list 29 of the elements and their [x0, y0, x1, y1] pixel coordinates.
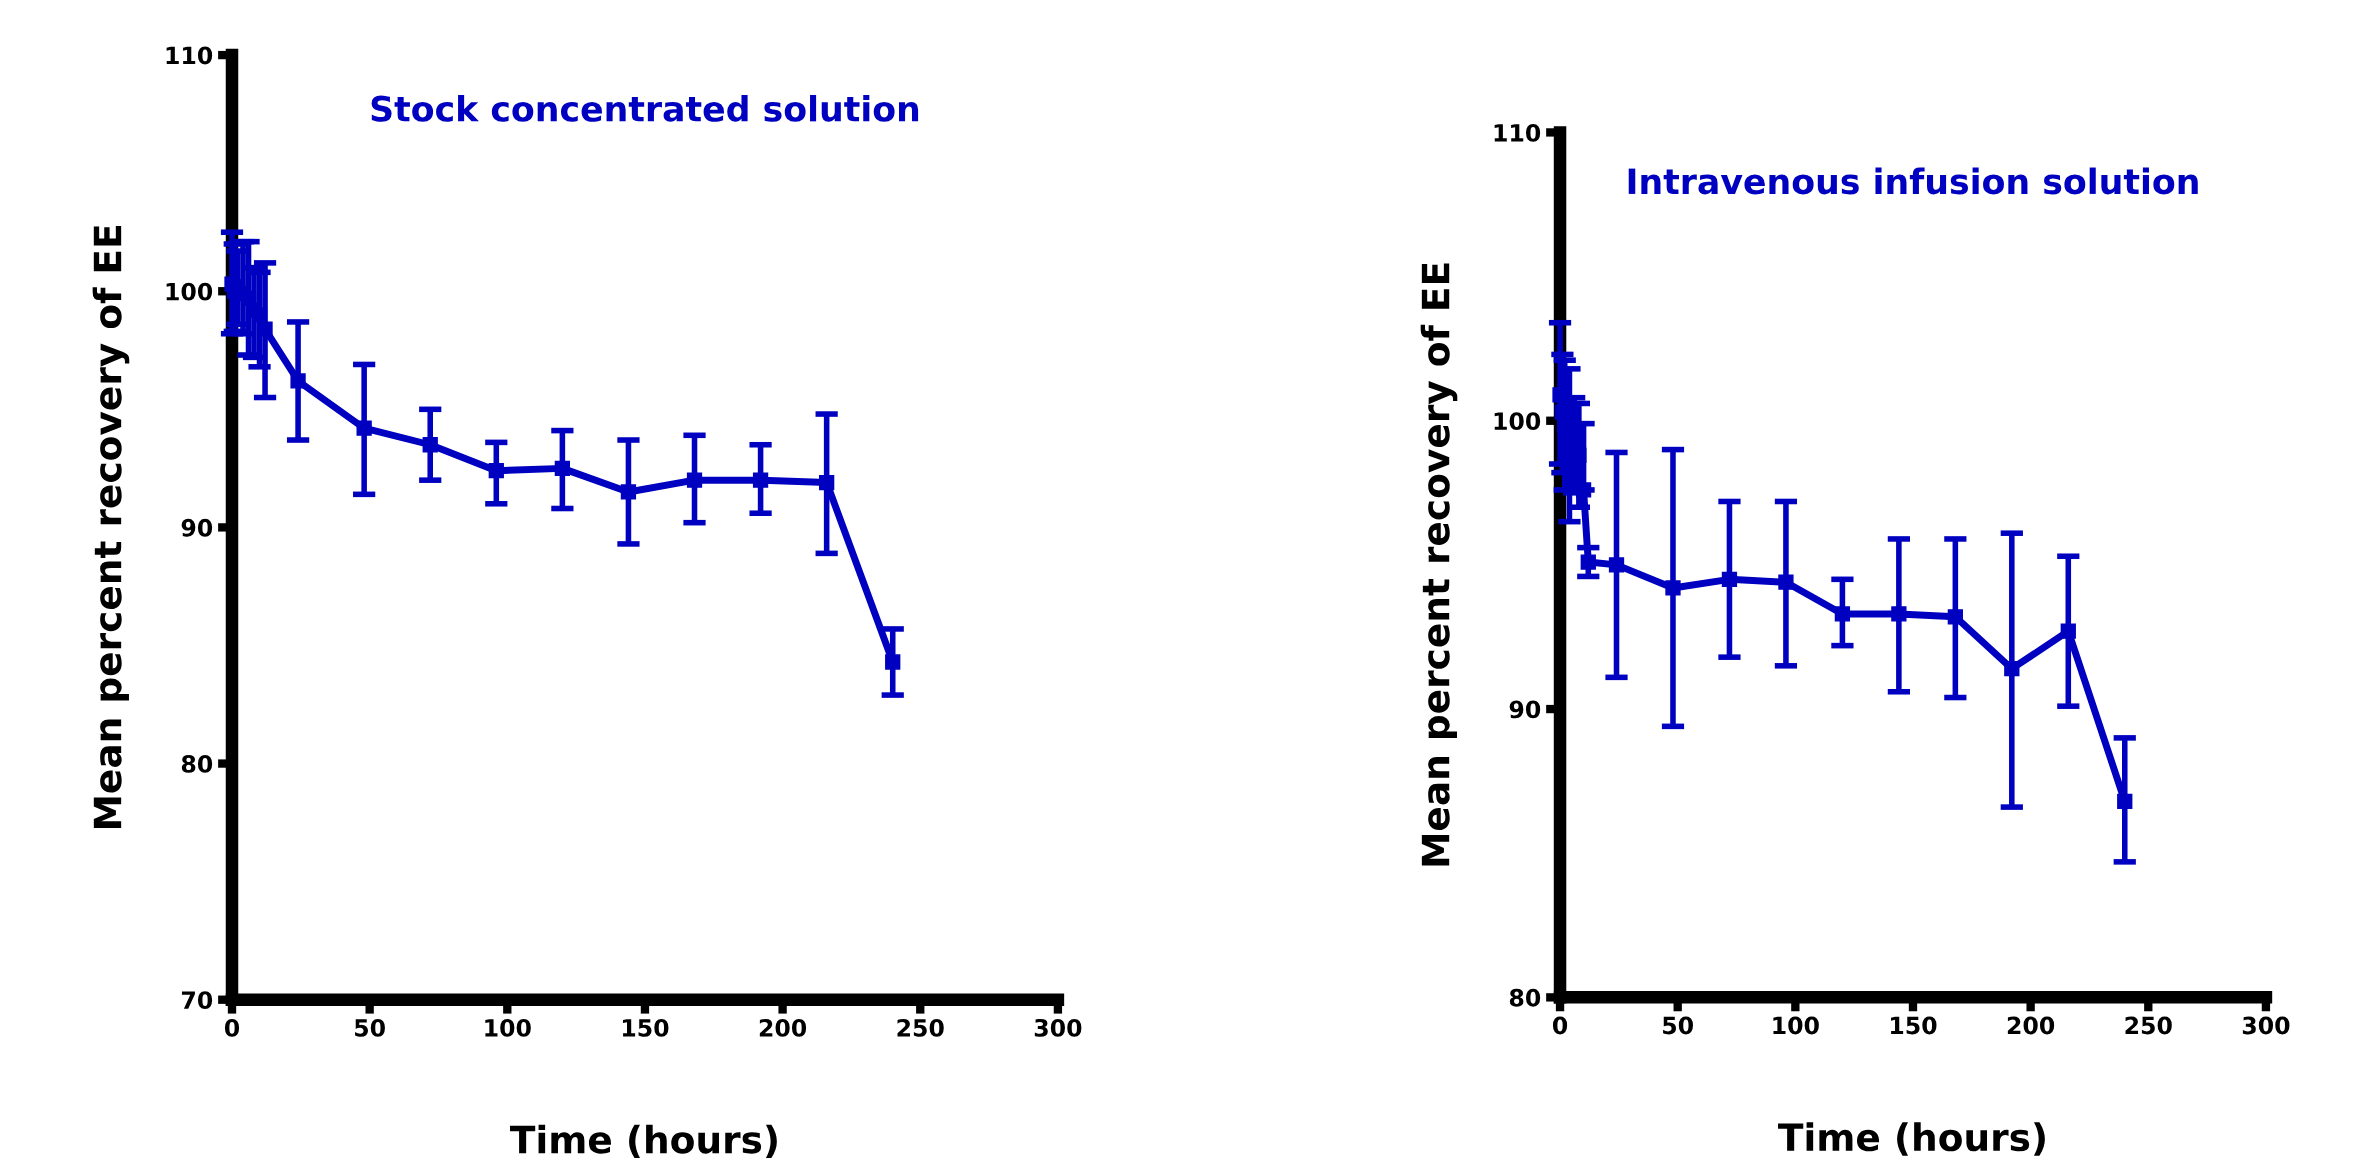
- x-tick-label: 150: [622, 1018, 669, 1037]
- y-tick-label: 110: [1494, 123, 1541, 142]
- x-tick-label: 50: [1663, 1016, 1693, 1035]
- y-axis-title: Mean percent recovery of EE: [92, 226, 130, 828]
- y-tick-label: 80: [181, 755, 213, 773]
- x-tick-label: 200: [2007, 1016, 2055, 1035]
- y-tick-label: 100: [166, 282, 213, 301]
- x-tick-label: 50: [355, 1018, 385, 1037]
- y-axis-title: Mean percent recovery of EE: [1420, 263, 1458, 866]
- x-tick-label: 0: [1552, 1016, 1568, 1035]
- x-tick-label: 0: [224, 1018, 240, 1037]
- x-tick-label: 300: [2242, 1016, 2290, 1035]
- x-axis-title: Time (hours): [1778, 1122, 2045, 1156]
- y-tick-label: 70: [181, 991, 213, 1010]
- x-tick-label: 100: [485, 1018, 531, 1037]
- x-tick-label: 150: [1891, 1016, 1937, 1035]
- x-tick-label: 250: [897, 1018, 944, 1037]
- x-tick-label: 250: [2125, 1016, 2172, 1035]
- y-tick-label: 90: [1509, 700, 1541, 719]
- text: Stock concentrated solution: [371, 94, 919, 122]
- x-axis-title: Time (hours): [510, 1124, 777, 1159]
- x-tick-label: 100: [1773, 1016, 1819, 1035]
- text: Intravenous infusion solution: [1628, 167, 2198, 195]
- x-tick-label: 200: [759, 1018, 807, 1037]
- y-tick-label: 80: [1509, 988, 1541, 1007]
- x-tick-label: 300: [1034, 1018, 1082, 1037]
- y-tick-label: 110: [166, 46, 213, 65]
- y-tick-label: 100: [1494, 412, 1541, 431]
- y-tick-label: 90: [181, 518, 213, 537]
